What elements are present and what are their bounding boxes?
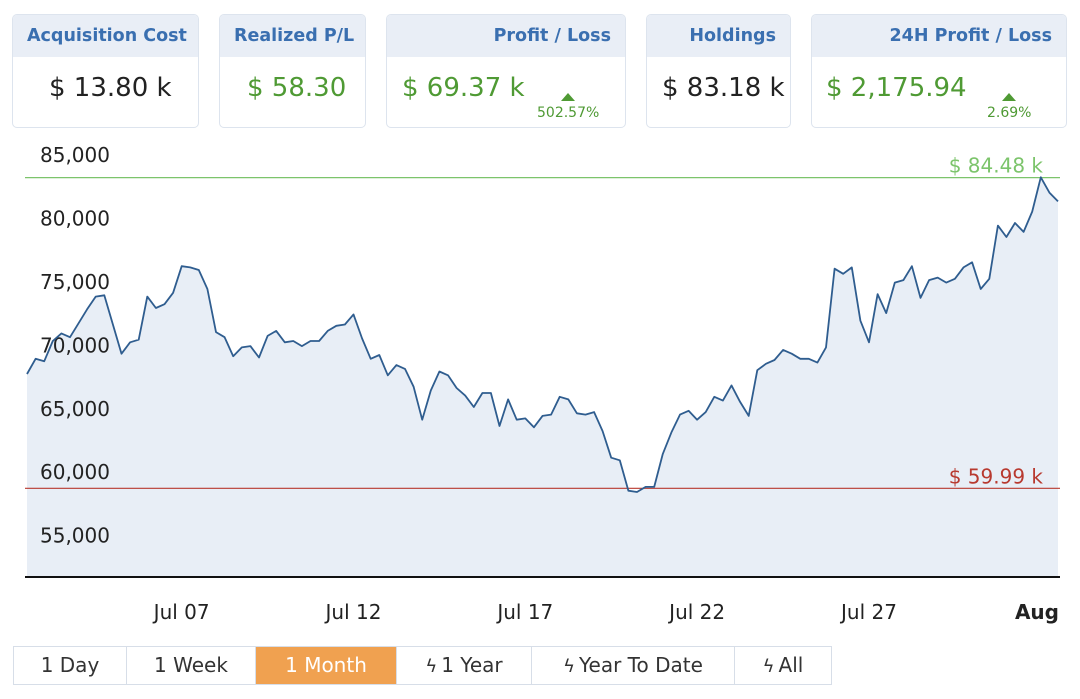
24h-profit-loss-change: 2.69%	[987, 93, 1031, 121]
high-value-label: $ 84.48 k	[949, 154, 1044, 178]
x-tick-label: Jul 22	[667, 600, 725, 624]
holdings-card: Holdings $ 83.18 k	[646, 14, 791, 128]
range-tab-label: 1 Day	[40, 653, 100, 677]
lightning-icon: ϟ	[762, 656, 775, 677]
profit-loss-change-value: 502.57%	[537, 105, 600, 121]
range-tab-label: 1 Week	[154, 653, 228, 677]
trend-up-icon	[1002, 93, 1017, 101]
range-tab-year-to-date[interactable]: ϟ Year To Date	[532, 647, 735, 684]
profit-loss-value: $ 69.37 k	[402, 73, 525, 103]
y-tick-label: 75,000	[40, 270, 110, 294]
x-tick-label: Jul 27	[839, 600, 897, 624]
price-line	[26, 176, 1059, 493]
x-tick-label: Jul 12	[324, 600, 382, 624]
24h-profit-loss-card: 24H Profit / Loss $ 2,175.94 2.69%	[811, 14, 1067, 128]
y-tick-label: 85,000	[40, 143, 110, 167]
profit-loss-label: Profit / Loss	[387, 15, 625, 57]
y-tick-label: 55,000	[40, 524, 110, 548]
lightning-icon: ϟ	[563, 656, 575, 677]
realized-pl-label: Realized P/L	[220, 15, 365, 57]
y-tick-label: 80,000	[40, 206, 110, 230]
24h-change-value: 2.69%	[987, 105, 1032, 121]
range-tab-label: 1 Month	[285, 653, 367, 677]
range-tab-1-day[interactable]: 1 Day	[14, 647, 127, 684]
acquisition-cost-card: Acquisition Cost $ 13.80 k	[12, 14, 199, 128]
profit-loss-card: Profit / Loss $ 69.37 k 502.57%	[386, 14, 626, 128]
range-tab-label: 1 Year	[441, 653, 503, 677]
y-tick-label: 65,000	[40, 397, 110, 421]
area-fill	[27, 177, 1058, 578]
24h-profit-loss-label: 24H Profit / Loss	[812, 15, 1066, 57]
lightning-icon: ϟ	[425, 656, 438, 677]
realized-pl-card: Realized P/L $ 58.30	[219, 14, 366, 128]
holdings-label: Holdings	[647, 15, 790, 57]
range-tab-label: All	[778, 653, 804, 677]
range-tab-1-month[interactable]: 1 Month	[256, 647, 397, 684]
acquisition-cost-label: Acquisition Cost	[13, 15, 198, 57]
profit-loss-change: 502.57%	[537, 93, 599, 121]
y-tick-label: 60,000	[40, 460, 110, 484]
realized-pl-value: $ 58.30	[247, 73, 347, 103]
low-value-label: $ 59.99 k	[949, 464, 1044, 488]
x-tick-label: Jul 17	[495, 600, 553, 624]
acquisition-cost-value: $ 13.80 k	[49, 73, 172, 103]
24h-profit-loss-value: $ 2,175.94	[826, 73, 967, 103]
x-tick-label: Aug	[1015, 600, 1059, 624]
portfolio-value-chart[interactable]: 85,00080,00075,00070,00065,00060,00055,0…	[0, 136, 1080, 636]
holdings-value: $ 83.18 k	[662, 73, 785, 103]
range-tab-all[interactable]: ϟ All	[735, 647, 831, 684]
range-tab-label: Year To Date	[578, 653, 703, 677]
x-tick-label: Jul 07	[152, 600, 210, 624]
range-tab-1-week[interactable]: 1 Week	[127, 647, 256, 684]
trend-up-icon	[561, 93, 576, 101]
